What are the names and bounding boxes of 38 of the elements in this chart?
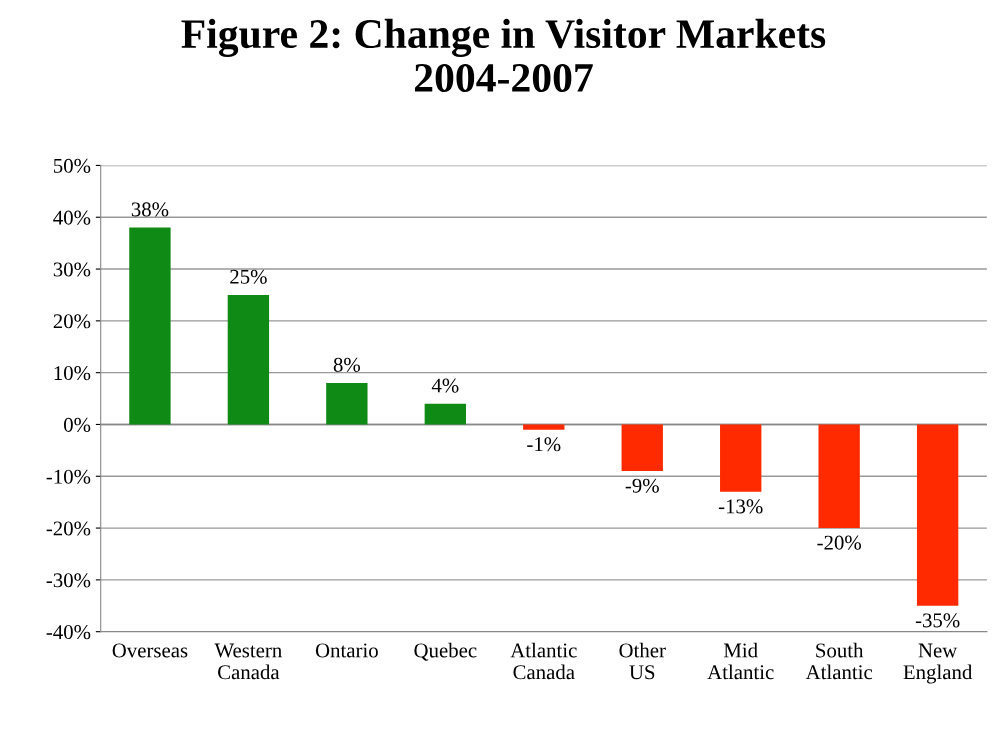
y-tick-label: 10% [54,366,91,381]
data-label: -35% [915,613,960,628]
bar [621,424,663,472]
data-label: 38% [131,202,169,217]
y-tick-label: 40% [53,210,91,225]
data-label: -13% [718,499,763,514]
y-tick-label: 20% [53,314,91,329]
data-label: -1% [527,437,561,452]
y-tick-label: 30% [53,262,91,277]
data-label: 8% [333,357,361,372]
x-tick-label: South Atlantic [805,642,873,680]
bar [129,227,171,425]
x-tick-label: Overseas [112,643,188,658]
data-label: 4% [431,378,459,393]
x-tick-label: New England [903,643,973,684]
data-label: -9% [625,478,659,493]
data-label: -20% [817,535,862,550]
bar [424,403,466,425]
x-tick-label: Mid Atlantic [707,642,774,680]
bar [326,383,368,425]
x-tick-label: Western Canada [214,643,282,680]
x-tick-label: Atlantic Canada [510,642,577,680]
bar [818,424,860,529]
x-tick-label: Other US [619,642,666,680]
y-tick-label: 50% [54,158,91,173]
y-tick-label: -40% [46,625,91,640]
x-tick-label: Ontario [315,643,378,658]
bar [720,424,762,492]
chart-title: Figure 2: Change in Visitor Markets 2004-2007 [181,18,826,93]
data-label: 25% [230,269,267,284]
y-tick-label: -10% [46,469,91,484]
x-tick-label: Quebec [414,642,477,661]
bar [916,424,959,606]
bar [227,294,270,425]
bar [523,424,565,430]
y-tick-label: 0% [64,417,91,432]
y-tick-label: -20% [46,521,91,536]
y-tick-label: -30% [46,573,91,588]
